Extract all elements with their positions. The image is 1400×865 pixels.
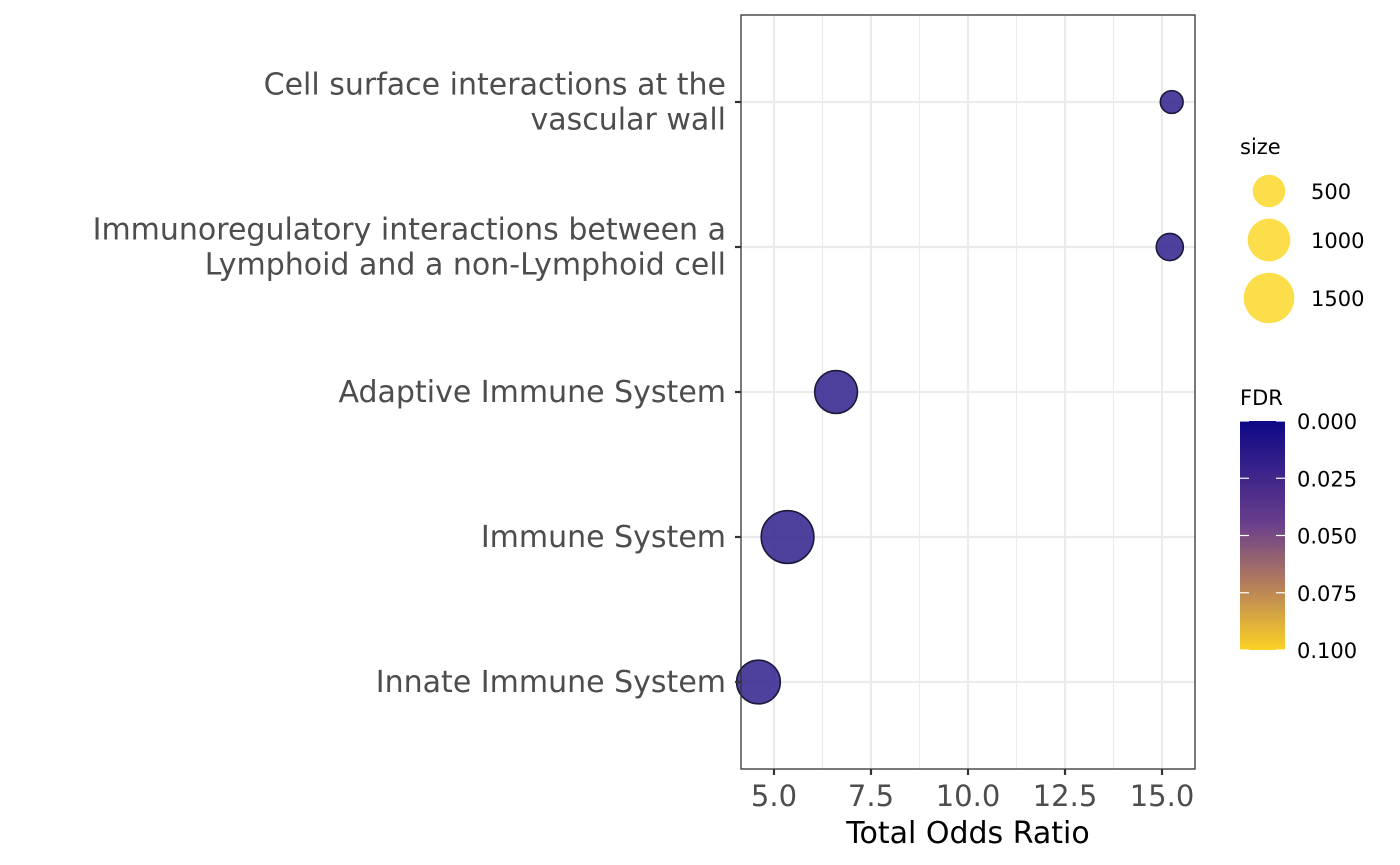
x-tick-label: 15.0 [1130,779,1195,813]
x-tick-label: 5.0 [751,779,797,813]
size-legend-label: 1500 [1311,287,1364,311]
y-tick-label: Innate Immune System [376,665,726,700]
data-point [813,369,859,415]
x-axis-title: Total Odds Ratio [845,816,1090,851]
color-legend-label: 0.025 [1297,467,1357,491]
size-legend-items: 500 1000 1500 [1243,174,1364,324]
color-legend-label: 0.075 [1297,582,1357,606]
size-legend-label: 1000 [1311,229,1364,253]
data-points [735,89,1185,705]
y-axis-tick-labels: Cell surface interactions at thevascular… [93,68,741,700]
x-axis-tick-labels: 5.0 7.5 10.0 12.5 15.0 [751,769,1194,813]
y-tick-label: Adaptive Immune System [339,375,727,410]
y-tick-label: Immune System [481,520,726,555]
y-tick-label: Immunoregulatory interactions between a [93,213,726,248]
size-legend-key [1243,272,1295,324]
color-legend-ticks: 0.000 0.025 0.050 0.075 0.100 [1240,410,1357,663]
color-legend-label: 0.000 [1297,410,1357,434]
size-legend-key [1247,218,1291,262]
size-legend: size 500 1000 1500 [1240,135,1364,324]
y-tick-label: vascular wall [531,103,726,138]
size-legend-label: 500 [1311,180,1351,204]
grid-major [741,15,1195,769]
y-tick-label: Lymphoid and a non-Lymphoid cell [205,248,726,283]
y-tick-label: Cell surface interactions at the [264,68,726,103]
color-legend: FDR 0.000 0.025 0.050 0.075 0.100 [1240,386,1357,663]
data-point [760,509,815,565]
color-legend-label: 0.050 [1297,525,1357,549]
data-point [1155,232,1185,262]
color-legend-title: FDR [1240,386,1283,410]
data-point [735,659,782,705]
x-tick-label: 7.5 [848,779,894,813]
x-tick-label: 10.0 [936,779,1001,813]
data-point [1159,89,1184,115]
size-legend-key [1252,174,1286,208]
color-legend-label: 0.100 [1297,639,1357,663]
size-legend-title: size [1240,135,1281,159]
x-tick-label: 12.5 [1033,779,1098,813]
